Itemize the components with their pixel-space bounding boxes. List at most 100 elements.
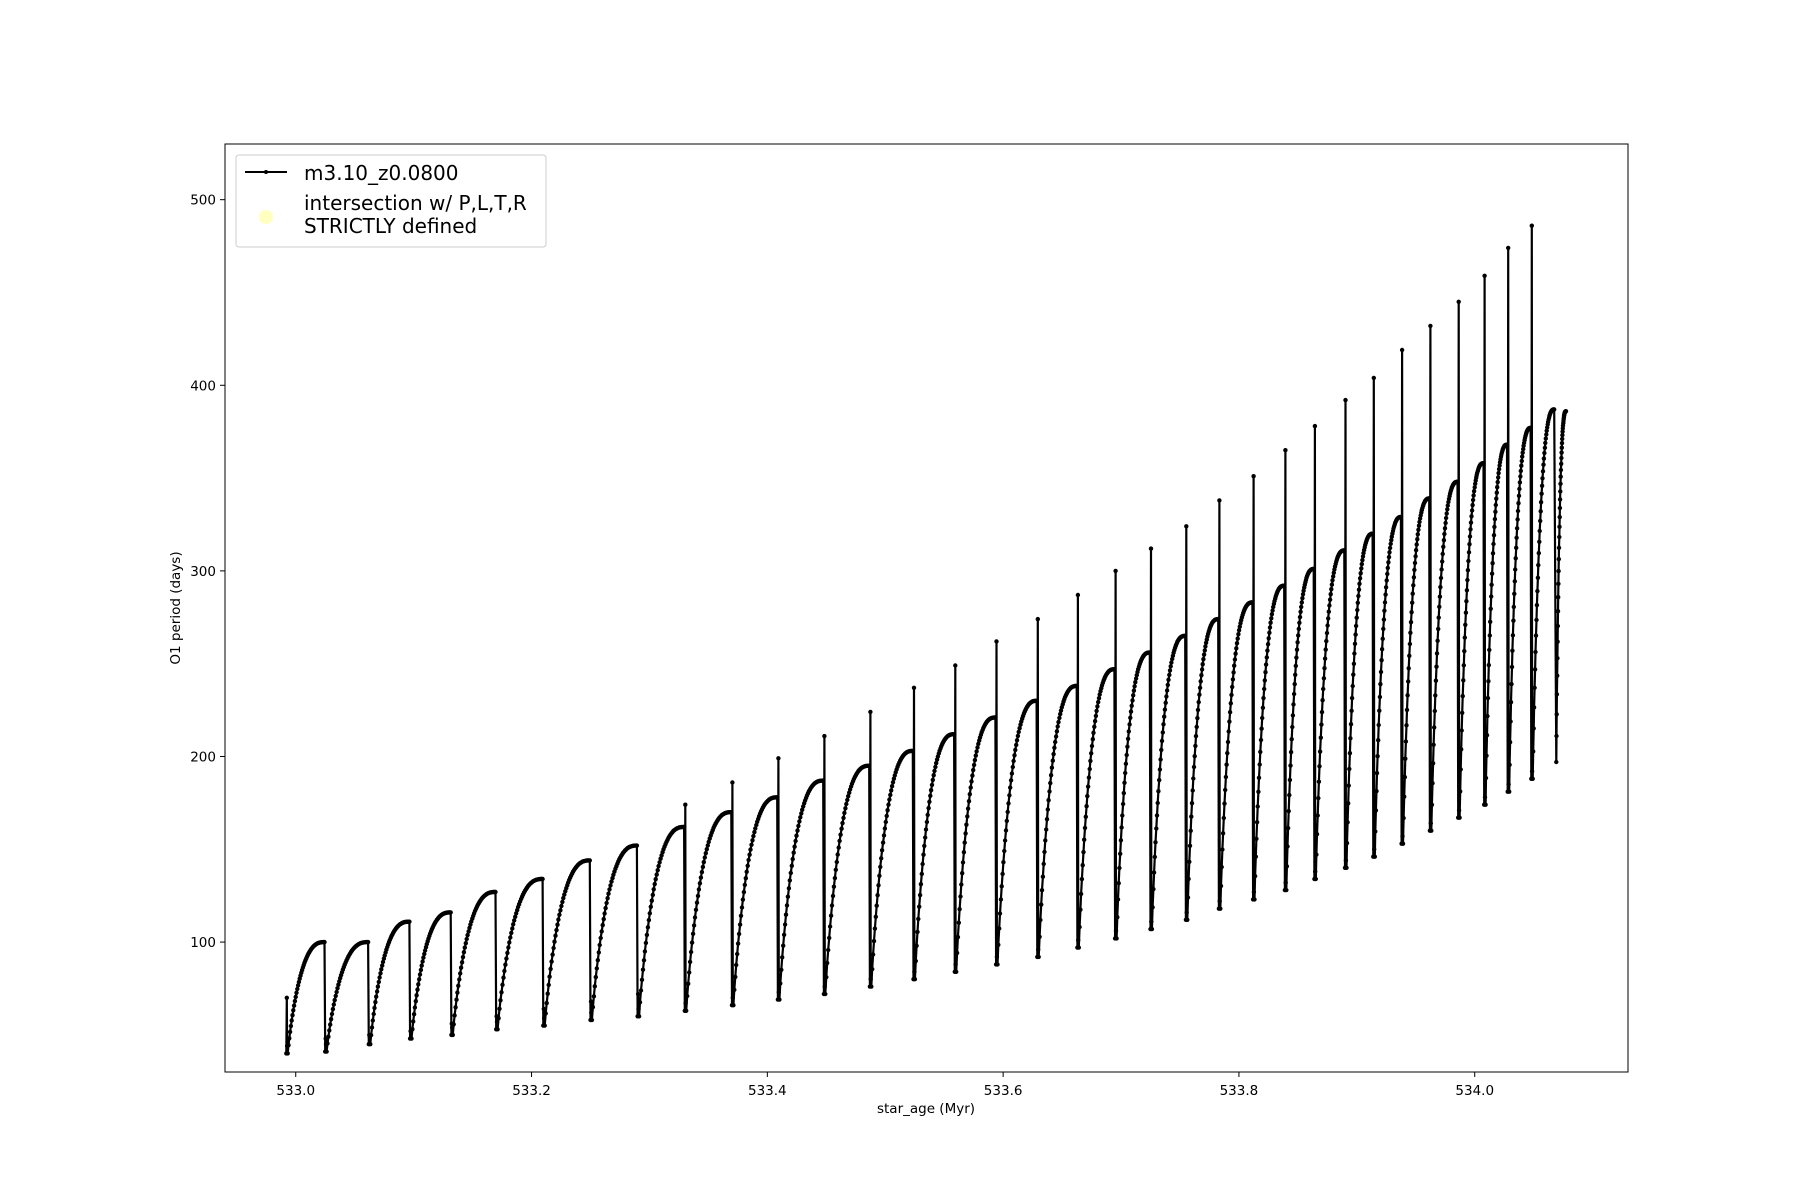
data-point <box>840 820 845 826</box>
data-point <box>1315 813 1320 818</box>
data-point <box>1124 752 1129 758</box>
data-point <box>1467 534 1473 539</box>
data-point <box>1088 758 1093 764</box>
data-point <box>458 965 464 970</box>
data-point <box>883 819 888 825</box>
data-point <box>994 954 1000 960</box>
data-point <box>1346 783 1351 788</box>
data-point <box>1115 915 1120 920</box>
data-point <box>998 897 1004 902</box>
data-point <box>834 859 839 865</box>
data-point <box>884 813 889 819</box>
data-point <box>1483 802 1488 807</box>
data-point <box>1388 541 1393 546</box>
data-point <box>1376 738 1381 743</box>
data-point <box>975 745 980 750</box>
data-point <box>1034 698 1039 703</box>
data-point <box>329 1011 335 1017</box>
data-point <box>1185 895 1191 900</box>
data-point <box>1402 794 1407 799</box>
data-point <box>646 917 652 923</box>
data-point <box>823 991 828 997</box>
data-point <box>1462 635 1468 640</box>
data-point <box>507 940 512 945</box>
data-point <box>1356 587 1362 592</box>
data-point <box>291 1008 296 1013</box>
x-tick-label: 533.4 <box>748 1083 787 1099</box>
data-point <box>1319 722 1324 727</box>
data-point <box>1445 507 1450 512</box>
data-point <box>1442 526 1448 531</box>
data-point <box>927 799 932 804</box>
data-point <box>450 1032 455 1038</box>
data-point <box>783 912 789 917</box>
data-point <box>1010 764 1015 770</box>
data-point <box>729 810 734 815</box>
data-point <box>599 929 604 934</box>
data-point <box>1003 828 1009 833</box>
data-point <box>1265 642 1271 647</box>
data-point <box>1313 876 1319 882</box>
data-point <box>1318 735 1324 740</box>
data-point <box>962 840 967 845</box>
data-point <box>960 860 966 865</box>
data-point <box>1052 745 1057 750</box>
data-point <box>1288 749 1294 755</box>
y-tick-label: 300 <box>190 564 216 580</box>
data-point <box>791 850 796 855</box>
data-point <box>797 819 802 824</box>
data-point <box>705 843 710 848</box>
data-point <box>1074 683 1079 689</box>
data-point <box>589 1017 595 1023</box>
data-point <box>1557 514 1562 520</box>
data-point <box>641 958 647 963</box>
data-point <box>1131 693 1136 698</box>
data-point <box>380 959 386 965</box>
data-point <box>1120 801 1126 807</box>
data-point <box>1429 802 1435 807</box>
data-point <box>1044 827 1049 832</box>
data-layer <box>284 223 1569 1056</box>
data-point <box>553 933 558 938</box>
data-point <box>1127 722 1132 727</box>
data-point <box>691 923 697 928</box>
data-point <box>1189 814 1194 819</box>
data-point <box>930 777 935 783</box>
data-point <box>1194 724 1199 730</box>
data-point <box>1285 825 1291 831</box>
data-point <box>1431 742 1436 747</box>
data-point <box>1049 765 1055 770</box>
series-markers <box>284 223 1569 1056</box>
data-point <box>1438 584 1443 590</box>
data-point <box>824 974 829 980</box>
data-point <box>380 963 385 968</box>
data-point <box>1408 630 1413 635</box>
data-point <box>795 828 800 833</box>
data-point <box>1343 858 1349 863</box>
data-point <box>1411 575 1417 580</box>
data-point <box>1556 556 1562 562</box>
data-point <box>596 950 601 955</box>
data-point <box>1223 774 1229 780</box>
data-point <box>1013 747 1018 753</box>
data-point <box>587 858 592 863</box>
data-point <box>743 876 748 881</box>
data-point <box>1125 736 1131 741</box>
data-point <box>1484 733 1490 738</box>
data-point <box>1468 527 1473 532</box>
data-point <box>407 919 412 924</box>
data-point <box>1096 699 1101 705</box>
data-point <box>1347 766 1352 772</box>
data-point <box>1515 517 1520 522</box>
data-point <box>1294 647 1300 652</box>
data-point <box>923 827 929 832</box>
data-point <box>1359 561 1365 567</box>
data-point <box>451 1022 456 1027</box>
data-point <box>1054 729 1060 734</box>
data-point <box>1441 544 1446 549</box>
data-point <box>1053 734 1059 739</box>
data-point <box>1008 778 1014 783</box>
data-point <box>413 999 418 1004</box>
data-point <box>959 882 964 887</box>
data-point <box>1232 663 1237 668</box>
